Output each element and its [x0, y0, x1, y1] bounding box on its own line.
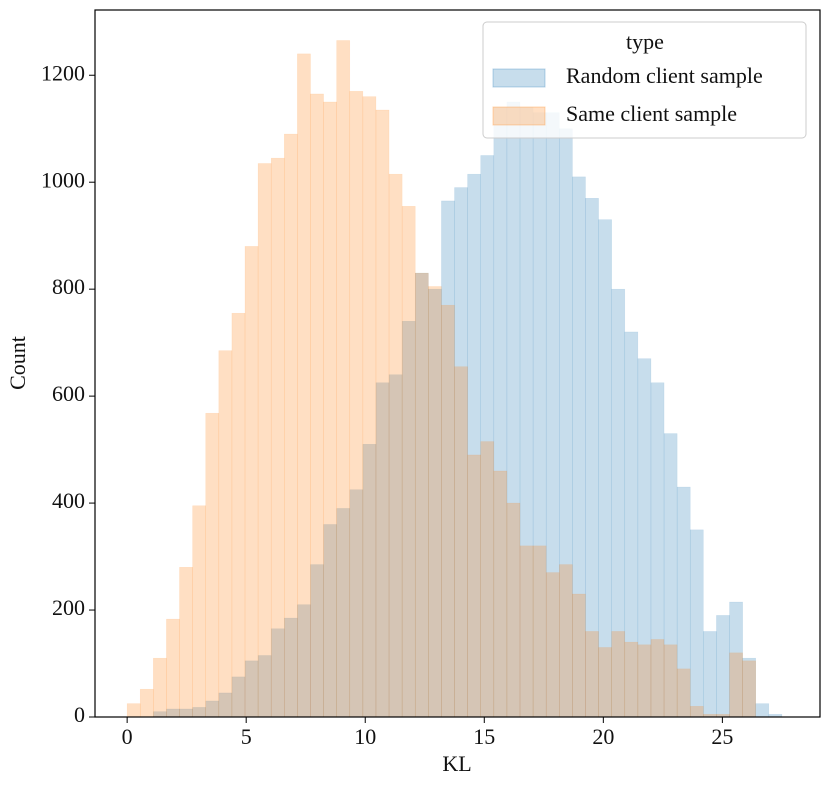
histogram-bar [480, 441, 495, 718]
histogram-bar [284, 133, 298, 718]
histogram-bar [428, 286, 442, 718]
histogram-bar [585, 631, 599, 718]
x-tick-label: 0 [122, 724, 133, 749]
histogram-bar [729, 652, 743, 718]
legend-swatch [492, 68, 546, 88]
histogram-bar [598, 219, 612, 718]
histogram-bar [689, 706, 704, 718]
y-tick-label: 1200 [41, 60, 85, 85]
histogram-bar [388, 173, 403, 718]
histogram-bar [650, 639, 665, 718]
histogram-bar [572, 593, 586, 718]
legend-swatch [492, 106, 546, 126]
legend-label: Random client sample [566, 63, 763, 88]
histogram-bar [166, 618, 180, 718]
x-tick-label: 10 [354, 724, 376, 749]
histogram-bar [323, 101, 337, 718]
histogram-bar [716, 615, 730, 718]
histogram-bar [297, 53, 311, 718]
y-tick-label: 800 [52, 274, 85, 299]
histogram-bar [703, 631, 717, 718]
histogram-bar [414, 272, 429, 718]
y-tick-label: 200 [52, 595, 85, 620]
histogram-bar [559, 564, 573, 718]
histogram-bar [218, 350, 233, 718]
histogram-bar [153, 657, 167, 718]
legend-label: Same client sample [566, 101, 737, 126]
histogram-bar [336, 40, 351, 718]
histogram-bar [676, 668, 691, 718]
histogram-bar [598, 647, 612, 718]
histogram-bar [663, 644, 678, 718]
legend-box [482, 21, 807, 139]
x-axis-label: KL [442, 751, 471, 776]
histogram-bar [545, 572, 560, 718]
histogram-bar [532, 545, 547, 718]
histogram-bar [270, 157, 285, 718]
histogram-bar [401, 206, 416, 718]
histogram-bar [362, 96, 377, 718]
histogram-bar [454, 366, 468, 718]
histogram-bar [205, 412, 220, 718]
histogram-bar [126, 703, 141, 718]
y-tick-label: 0 [74, 702, 85, 727]
y-tick-label: 1000 [41, 167, 85, 192]
histogram-bar [244, 246, 259, 718]
histogram-bar [192, 505, 206, 718]
plot-frame [94, 9, 821, 718]
x-tick-label: 20 [592, 724, 614, 749]
histogram-bar [519, 545, 534, 718]
histogram-bar [624, 641, 639, 718]
y-tick-label: 400 [52, 488, 85, 513]
histogram-bar [179, 567, 193, 718]
x-tick-label: 15 [473, 724, 495, 749]
bars [126, 40, 783, 718]
histogram-bar [231, 312, 246, 718]
histogram-bar [506, 502, 521, 718]
histogram-bar [742, 660, 756, 718]
histogram-bar [310, 93, 324, 718]
histogram-bar [637, 644, 652, 718]
histogram-bar [467, 454, 481, 718]
histogram-bar [611, 631, 626, 718]
legend-title: type [626, 29, 664, 54]
histogram-bar [257, 163, 272, 718]
histogram-bar [349, 91, 364, 718]
y-tick-label: 600 [52, 381, 85, 406]
histogram-bar [375, 109, 390, 718]
x-tick-label: 5 [241, 724, 252, 749]
histogram-bar [441, 304, 455, 718]
y-axis-label: Count [5, 336, 30, 390]
histogram-bar [139, 688, 154, 718]
histogram-bar [493, 470, 508, 718]
x-tick-label: 25 [711, 724, 733, 749]
histogram-bar [689, 529, 704, 718]
histogram-bar [755, 703, 770, 718]
